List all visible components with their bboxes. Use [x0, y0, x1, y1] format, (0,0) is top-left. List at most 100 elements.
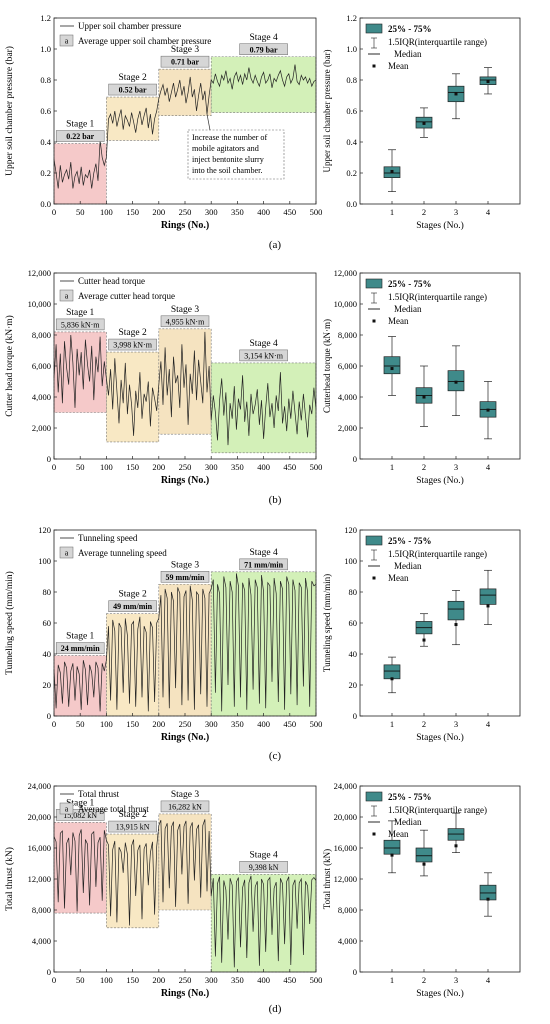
x-tick-label: 300 — [205, 719, 218, 729]
y-tick-label: 0 — [353, 454, 357, 464]
y-tick-label: 20,000 — [334, 812, 357, 822]
stage-1-region — [53, 331, 107, 413]
y-tick-label: 20 — [349, 680, 358, 690]
y-tick-label: 80 — [43, 587, 52, 597]
legend-mean-label: Mean — [388, 829, 409, 839]
x-tick-label: 300 — [205, 975, 218, 985]
y-axis-title: Upper soil chamber pressure (bar) — [322, 50, 332, 173]
mean-marker — [390, 367, 394, 371]
stage-4-mean-box — [239, 349, 288, 362]
stage-4-region — [210, 362, 317, 454]
stage-2-mean-label: 3,998 kN·m — [113, 341, 152, 350]
x-tick-label: 400 — [257, 719, 270, 729]
legend-box-swatch — [365, 278, 383, 289]
legend-box-label: Average tunneling speed — [78, 548, 167, 558]
stage-1-mean-label: 5,836 kN·m — [61, 320, 100, 329]
series-line — [53, 573, 317, 712]
legend-line-label: Cutter head torque — [78, 276, 145, 286]
x-axis-title: Rings (No.) — [161, 220, 209, 231]
x-tick-label: 50 — [76, 207, 85, 217]
y-tick-label: 1.0 — [40, 44, 51, 54]
y-tick-label: 1.2 — [40, 13, 51, 23]
stage-3-mean-label: 0.71 bar — [171, 58, 199, 67]
x-tick-label: 4 — [486, 719, 491, 729]
box-1 — [383, 839, 401, 855]
legend-whisker-label: 1.5IQR(interquartile range) — [388, 805, 487, 815]
line-chart: Stage 1 5,836 kN·m Stage 2 3,998 kN·m Stage … — [4, 268, 322, 486]
y-axis-title: Upper soil chamber pressure (bar) — [4, 46, 15, 176]
x-tick-label: 50 — [76, 719, 85, 729]
y-tick-label: 20 — [43, 680, 52, 690]
y-tick-label: 16,000 — [28, 843, 51, 853]
y-tick-label: 60 — [43, 618, 52, 628]
mean-marker — [390, 169, 394, 173]
stage-4-mean-box — [239, 558, 288, 571]
y-tick-label: 40 — [349, 649, 358, 659]
mean-marker — [422, 638, 426, 642]
stage-4-label: Stage 4 — [249, 548, 277, 558]
legend-box-letter: a — [65, 37, 69, 46]
x-tick-label: 350 — [231, 462, 244, 472]
stage-4-label: Stage 4 — [249, 850, 277, 860]
stage-4-region — [210, 56, 317, 113]
x-tick-label: 150 — [126, 207, 139, 217]
x-tick-label: 250 — [179, 207, 192, 217]
x-tick-label: 500 — [310, 975, 323, 985]
x-tick-label: 0 — [52, 975, 56, 985]
stage-2-mean-box — [108, 820, 157, 833]
x-tick-label: 450 — [283, 719, 296, 729]
x-tick-label: 3 — [454, 975, 458, 985]
y-tick-label: 1.0 — [346, 44, 357, 54]
stage-1-mean-box — [55, 318, 105, 331]
x-tick-label: 1 — [390, 462, 394, 472]
legend-mean-label: Mean — [388, 316, 409, 326]
stage-2-label: Stage 2 — [118, 810, 146, 820]
x-tick-label: 250 — [179, 462, 192, 472]
legend-mean-swatch — [372, 576, 376, 580]
x-tick-label: 300 — [205, 207, 218, 217]
x-axis-title: Stages (No.) — [416, 732, 464, 743]
legend-iqr-label: 25% - 75% — [388, 792, 432, 802]
annotation-line: Increase the number of — [192, 133, 268, 142]
legend-box-swatch — [365, 535, 383, 546]
x-tick-label: 200 — [152, 975, 165, 985]
box-chart: 1 2 3 4 0 2,000 4,000 6,000 8,000 10,000 12,000 Sta… — [322, 268, 521, 486]
x-tick-label: 350 — [231, 207, 244, 217]
x-tick-label: 150 — [126, 462, 139, 472]
box-1 — [383, 356, 401, 375]
annotation-line: mobile agitators and — [192, 144, 259, 153]
stage-3-mean-box — [160, 315, 210, 328]
y-tick-label: 0.4 — [40, 137, 51, 147]
stage-3-mean-box — [160, 800, 210, 813]
y-tick-label: 0.8 — [40, 75, 51, 85]
stage-1-region — [53, 822, 107, 914]
x-tick-label: 100 — [100, 462, 113, 472]
y-tick-label: 20,000 — [28, 812, 51, 822]
stage-4-mean-box — [239, 861, 288, 873]
legend-median-label: Median — [394, 817, 422, 827]
mean-marker — [390, 677, 394, 681]
y-axis-title: Total thrust (kN) — [322, 849, 332, 909]
stage-1-mean-label: 15,082 kN — [63, 811, 97, 820]
y-tick-label: 12,000 — [334, 874, 357, 884]
stage-2-mean-box — [108, 338, 157, 351]
legend-line-label: Tunneling speed — [78, 533, 138, 543]
x-tick-label: 50 — [76, 975, 85, 985]
y-tick-label: 0.6 — [40, 106, 51, 116]
stage-4-mean-label: 9,398 kN — [249, 863, 279, 872]
x-axis-title: Rings (No.) — [161, 988, 209, 999]
box-1 — [383, 664, 401, 680]
legend-box-letter: a — [65, 805, 69, 814]
mean-marker — [390, 853, 394, 857]
x-axis-title: Stages (No.) — [416, 988, 464, 999]
mean-marker — [422, 121, 426, 125]
x-tick-label: 0 — [52, 207, 56, 217]
mean-marker — [486, 80, 490, 84]
stage-1-mean-box — [55, 642, 105, 654]
x-axis-title: Stages (No.) — [416, 220, 464, 231]
stage-3-mean-label: 16,282 kN — [168, 802, 202, 811]
y-tick-label: 1.2 — [346, 13, 357, 23]
y-tick-label: 0 — [353, 711, 357, 721]
y-tick-label: 6,000 — [32, 361, 51, 371]
x-tick-label: 100 — [100, 719, 113, 729]
